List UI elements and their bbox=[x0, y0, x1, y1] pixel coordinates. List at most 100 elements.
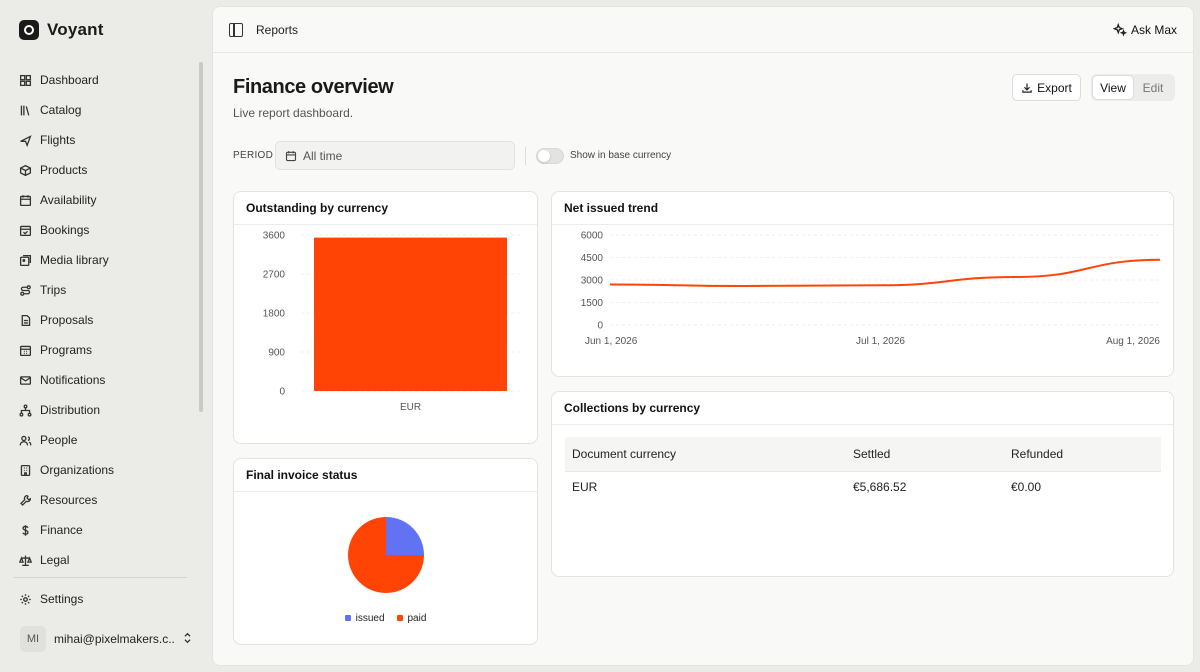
sidebar-scrollbar[interactable] bbox=[199, 62, 203, 412]
gear-icon bbox=[20, 593, 31, 605]
calendar-icon bbox=[19, 194, 32, 206]
column-header: Settled bbox=[846, 437, 1004, 472]
sidebar-item-notifications[interactable]: Notifications bbox=[12, 365, 192, 395]
period-picker[interactable]: All time bbox=[275, 141, 515, 170]
sidebar-item-label: Media library bbox=[40, 253, 109, 267]
avatar: MI bbox=[20, 626, 46, 652]
y-tick-label: 2700 bbox=[263, 270, 286, 281]
sidebar-item-finance[interactable]: Finance bbox=[12, 515, 192, 545]
sidebar-item-settings[interactable]: Settings bbox=[12, 584, 192, 614]
sidebar-item-label: Distribution bbox=[40, 403, 101, 417]
sidebar-item-people[interactable]: People bbox=[12, 425, 192, 455]
edit-tab[interactable]: Edit bbox=[1142, 80, 1164, 95]
sidebar-item-label: People bbox=[40, 433, 78, 447]
network-icon bbox=[19, 403, 32, 417]
table-cell: €5,686.52 bbox=[853, 480, 907, 495]
ask-max-button[interactable]: Ask Max bbox=[1112, 22, 1177, 37]
y-tick-label: 4500 bbox=[581, 253, 604, 264]
invoice-status-card: Final invoice status issued paid bbox=[233, 458, 538, 645]
sidebar-divider bbox=[14, 577, 187, 578]
scale-icon bbox=[19, 555, 32, 566]
dollar-icon bbox=[22, 524, 29, 536]
y-tick-label: 900 bbox=[268, 348, 285, 359]
outstanding-bar-chart: 0 900 1800 2700 3600 EUR bbox=[263, 231, 520, 413]
sidebar-item-distribution[interactable]: Distribution bbox=[12, 395, 192, 425]
sidebar-item-label: Dashboard bbox=[40, 73, 99, 87]
period-value: All time bbox=[303, 148, 343, 163]
sidebar-item-label: Finance bbox=[40, 523, 83, 537]
base-currency-toggle[interactable] bbox=[536, 148, 564, 164]
series-line[interactable] bbox=[609, 258, 1161, 288]
x-tick-label: Aug 1, 2026 bbox=[1106, 336, 1160, 347]
brand[interactable]: Voyant bbox=[19, 20, 104, 40]
card-title: Collections by currency bbox=[552, 392, 1173, 425]
outstanding-card: Outstanding by currency 0 900 1800 2700 3600… bbox=[233, 191, 538, 444]
period-label: PERIOD bbox=[233, 150, 274, 161]
route-icon bbox=[20, 284, 31, 296]
sidebar-item-label: Flights bbox=[40, 133, 76, 147]
y-tick-label: 1800 bbox=[263, 309, 286, 320]
sidebar-item-resources[interactable]: Resources bbox=[12, 485, 192, 515]
sidebar-item-legal[interactable]: Legal bbox=[12, 545, 192, 575]
view-edit-toggle: View Edit bbox=[1091, 74, 1175, 101]
sidebar-item-label: Proposals bbox=[40, 313, 94, 327]
plane-icon bbox=[20, 134, 32, 147]
sidebar-item-availability[interactable]: Availability bbox=[12, 185, 192, 215]
breadcrumb[interactable]: Reports bbox=[256, 22, 299, 37]
legend-swatch bbox=[344, 615, 351, 622]
sidebar-item-label: Settings bbox=[40, 592, 84, 606]
sidebar-item-label: Products bbox=[40, 163, 88, 177]
mail-icon bbox=[19, 375, 32, 385]
user-email: mihai@pixelmakers.c... bbox=[54, 632, 175, 646]
sidebar-item-trips[interactable]: Trips bbox=[12, 275, 192, 305]
bar[interactable] bbox=[314, 237, 507, 391]
images-icon bbox=[19, 254, 32, 266]
card-title: Outstanding by currency bbox=[234, 192, 537, 225]
collections-table: Document currency Settled Refunded EUR €… bbox=[565, 437, 1161, 503]
pie-slice-paid[interactable] bbox=[348, 517, 424, 593]
legend-item-issued: issued bbox=[344, 613, 385, 624]
sidebar-item-organizations[interactable]: Organizations bbox=[12, 455, 192, 485]
sidebar-item-label: Bookings bbox=[40, 223, 90, 237]
column-header: Document currency bbox=[565, 437, 846, 472]
sidebar-item-bookings[interactable]: Bookings bbox=[12, 215, 192, 245]
table-row[interactable]: EUR €5,686.52 €0.00 bbox=[565, 471, 1161, 503]
sidebar-item-programs[interactable]: Programs bbox=[12, 335, 192, 365]
trend-card: Net issued trend 0 1500 3000 4500 6000 Jun 1,… bbox=[551, 191, 1174, 377]
sidebar-item-catalog[interactable]: Catalog bbox=[12, 95, 192, 125]
export-button[interactable]: Export bbox=[1012, 74, 1081, 101]
sidebar-item-proposals[interactable]: Proposals bbox=[12, 305, 192, 335]
legend-label: issued bbox=[355, 613, 385, 624]
sidebar: Voyant Dashboard Catalog Flights Products Av… bbox=[0, 0, 212, 672]
topbar: Reports Ask Max bbox=[213, 7, 1193, 53]
sidebar-item-label: Catalog bbox=[40, 103, 82, 117]
base-currency-label: Show in base currency bbox=[570, 150, 672, 161]
page-title: Finance overview bbox=[233, 76, 394, 98]
sidebar-item-label: Resources bbox=[40, 493, 98, 507]
sidebar-item-media-library[interactable]: Media library bbox=[12, 245, 192, 275]
invoice-pie-chart bbox=[348, 517, 424, 593]
sidebar-nav: Dashboard Catalog Flights Products Availabil… bbox=[12, 65, 192, 575]
filter-divider bbox=[525, 147, 526, 165]
file-text-icon bbox=[21, 314, 31, 326]
collections-card: Collections by currency Document currenc… bbox=[551, 391, 1174, 577]
main-panel: Reports Ask Max Finance overview Live re… bbox=[212, 6, 1194, 666]
pie-legend: issued paid bbox=[234, 613, 537, 624]
sidebar-item-label: Programs bbox=[40, 343, 93, 357]
calendar-grid-icon bbox=[19, 345, 32, 356]
sidebar-toggle-icon[interactable] bbox=[229, 22, 243, 37]
voyant-logo-icon bbox=[19, 20, 39, 40]
user-menu[interactable]: MI mihai@pixelmakers.c... bbox=[20, 626, 192, 652]
sidebar-item-products[interactable]: Products bbox=[12, 155, 192, 185]
sidebar-item-dashboard[interactable]: Dashboard bbox=[12, 65, 192, 95]
y-tick-label: 1500 bbox=[581, 298, 604, 309]
view-tab[interactable]: View bbox=[1093, 76, 1133, 99]
y-tick-label: 3600 bbox=[263, 231, 286, 242]
building-icon bbox=[20, 464, 31, 476]
ask-max-label: Ask Max bbox=[1130, 22, 1177, 37]
library-icon bbox=[20, 105, 30, 116]
sidebar-item-flights[interactable]: Flights bbox=[12, 125, 192, 155]
pie-slice-issued[interactable] bbox=[386, 517, 424, 555]
page-subtitle: Live report dashboard. bbox=[233, 106, 354, 120]
users-icon bbox=[19, 435, 32, 445]
